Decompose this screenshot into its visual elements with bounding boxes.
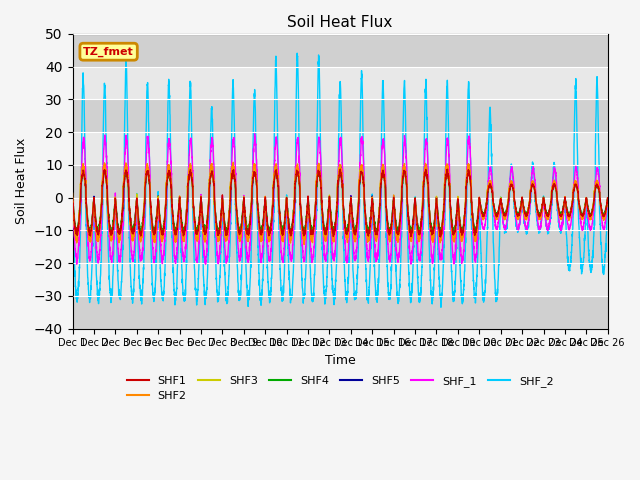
SHF_2 (183, 240, 191, 246)
Bar (72, 132, 608, 165)
SHF2 (604, 199, 611, 204)
SHF3 (553, 197, 561, 203)
SHF3 (336, 162, 344, 168)
SHF3 (218, 198, 226, 204)
SHF3 (183, 197, 191, 203)
Title: Soil Heat Flux: Soil Heat Flux (287, 15, 393, 30)
SHF1 (436, 234, 444, 240)
Bar (72, 165, 608, 198)
Bar (72, 198, 608, 230)
SHF1 (337, 166, 344, 172)
Legend: SHF1, SHF2, SHF3, SHF4, SHF5, SHF_1, SHF_2: SHF1, SHF2, SHF3, SHF4, SHF5, SHF_1, SHF… (122, 371, 558, 406)
SHF2 (300, 242, 308, 248)
SHF5 (604, 197, 611, 203)
SHF5 (604, 196, 611, 202)
SHF5 (265, 235, 273, 240)
SHF_1 (251, 131, 259, 137)
SHF_1 (392, 245, 400, 251)
SHF_2 (392, 274, 400, 279)
SHF_2 (218, 209, 226, 215)
SHF_1 (604, 198, 611, 204)
SHF1 (402, 174, 410, 180)
SHF5 (553, 197, 561, 203)
Text: TZ_fmet: TZ_fmet (83, 47, 134, 57)
SHF1 (604, 195, 611, 201)
Line: SHF_2: SHF_2 (72, 53, 607, 307)
SHF1 (604, 197, 611, 203)
SHF3 (402, 179, 410, 185)
SHF_1 (402, 145, 410, 151)
SHF5 (184, 201, 191, 206)
Line: SHF_1: SHF_1 (72, 134, 607, 264)
SHF4 (183, 203, 191, 209)
SHF_1 (202, 261, 209, 267)
SHF_1 (183, 220, 191, 226)
SHF_2 (604, 200, 611, 206)
Line: SHF5: SHF5 (72, 166, 607, 238)
SHF2 (183, 199, 191, 204)
Bar (72, 99, 608, 132)
SHF3 (604, 195, 611, 201)
SHF2 (604, 196, 611, 202)
SHF2 (392, 230, 400, 236)
SHF_2 (437, 304, 445, 310)
Y-axis label: Soil Heat Flux: Soil Heat Flux (15, 138, 28, 225)
SHF2 (218, 202, 226, 208)
Line: SHF4: SHF4 (72, 168, 607, 234)
Line: SHF1: SHF1 (72, 169, 607, 237)
Bar (72, 34, 608, 67)
SHF1 (218, 201, 226, 206)
SHF_1 (604, 197, 611, 203)
SHF4 (553, 196, 561, 202)
SHF4 (604, 196, 611, 202)
SHF3 (392, 233, 400, 239)
SHF_1 (553, 196, 561, 202)
SHF1 (392, 226, 400, 231)
SHF4 (443, 165, 451, 171)
SHF5 (68, 195, 76, 201)
SHF4 (401, 172, 409, 178)
Bar (72, 263, 608, 296)
SHF5 (392, 224, 400, 230)
SHF4 (68, 196, 76, 202)
SHF2 (553, 195, 561, 201)
SHF1 (183, 204, 191, 209)
SHF1 (68, 195, 76, 201)
SHF4 (392, 220, 400, 226)
Line: SHF3: SHF3 (72, 165, 607, 240)
X-axis label: Time: Time (324, 354, 355, 367)
SHF_2 (402, 120, 410, 125)
SHF_2 (293, 50, 301, 56)
Bar (72, 67, 608, 99)
SHF_1 (218, 204, 226, 209)
SHF3 (604, 197, 611, 203)
SHF3 (201, 238, 209, 243)
SHF_1 (68, 198, 76, 204)
SHF2 (68, 191, 76, 196)
SHF_2 (553, 203, 561, 208)
SHF3 (68, 195, 76, 201)
SHF5 (165, 163, 173, 168)
Bar (72, 230, 608, 263)
SHF2 (229, 159, 237, 165)
SHF5 (402, 173, 410, 179)
SHF_2 (604, 203, 611, 209)
SHF4 (218, 199, 226, 205)
Bar (72, 296, 608, 329)
SHF1 (553, 197, 561, 203)
SHF2 (402, 169, 410, 175)
SHF4 (450, 231, 458, 237)
SHF5 (218, 197, 226, 203)
SHF4 (604, 196, 611, 202)
SHF_2 (68, 195, 76, 201)
Line: SHF2: SHF2 (72, 162, 607, 245)
